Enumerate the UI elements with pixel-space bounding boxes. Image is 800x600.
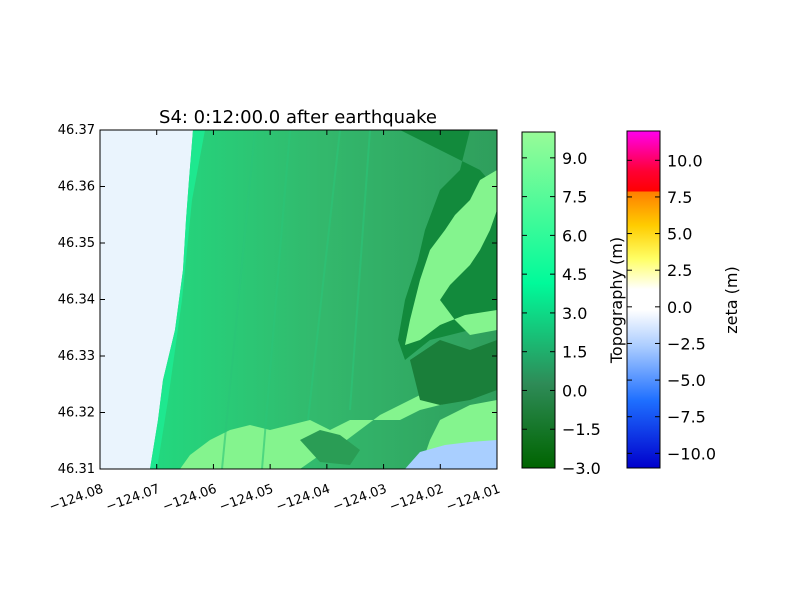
y-tick-label: 46.31 [58,462,95,477]
colorbar-tick-label: −7.5 [667,408,706,427]
zeta-colorbar-label: zeta (m) [722,266,741,333]
valley-south [300,430,360,465]
y-axis: 46.31 46.32 46.33 46.34 46.35 46.36 46.37 [58,123,497,477]
topography-colorbar [521,131,556,469]
y-tick-label: 46.34 [58,293,95,308]
colorbar-tick-label: −5.0 [667,371,706,390]
y-tick-label: 46.32 [58,406,95,421]
x-tick-label: −124.04 [274,482,332,515]
y-tick-label: 46.37 [58,123,95,138]
x-tick-label: −124.01 [444,482,502,515]
colorbar-tick-label: 5.0 [667,225,692,244]
colorbar-tick-label: 3.0 [562,304,587,323]
valley-east [410,340,497,405]
colorbar-tick-label: 4.5 [562,265,587,284]
zeta-colorbar [626,130,661,469]
colorbar-tick-label: 10.0 [667,151,703,170]
y-tick-label: 46.35 [58,236,95,251]
texture-streaks [221,130,371,469]
colorbar-tick-label: −3.0 [562,459,601,478]
upland-terrain [180,130,497,469]
colorbar-tick-label: 2.5 [667,261,692,280]
y-tick-label: 46.33 [58,349,95,364]
x-tick-label: −124.03 [331,482,389,515]
colorbar-tick-label: 7.5 [562,188,587,207]
x-tick-label: −124.06 [161,482,219,515]
map-image [100,130,497,469]
topography-colorbar-ticks: −3.0 −1.5 0.0 1.5 3.0 4.5 6.0 7.5 9.0 [522,149,601,478]
colorbar-tick-label: −10.0 [667,444,716,463]
x-tick-label: −124.07 [104,482,162,515]
bay-water [405,440,497,469]
chart-title: S4: 0:12:00.0 after earthquake [159,107,437,128]
colorbar-tick-label: 1.5 [562,343,587,362]
colorbar-tick-label: −1.5 [562,420,601,439]
colorbar-tick-label: 0.0 [667,298,692,317]
x-tick-label: −124.05 [217,482,275,515]
beach-strip [150,130,205,469]
x-tick-label: −124.02 [388,482,446,515]
colorbar-tick-label: 9.0 [562,149,587,168]
colorbar-tick-label: −2.5 [667,334,706,353]
colorbar-tick-label: 0.0 [562,381,587,400]
land-lowland [150,130,497,469]
zeta-colorbar-ticks: −10.0 −7.5 −5.0 −2.5 0.0 2.5 5.0 7.5 10.0 [627,151,716,463]
colorbar-tick-label: 6.0 [562,226,587,245]
x-tick-label: −124.08 [47,482,105,515]
topography-colorbar-label: Topography (m) [607,237,626,364]
colorbar-tick-label: 7.5 [667,188,692,207]
y-tick-label: 46.36 [58,180,95,195]
